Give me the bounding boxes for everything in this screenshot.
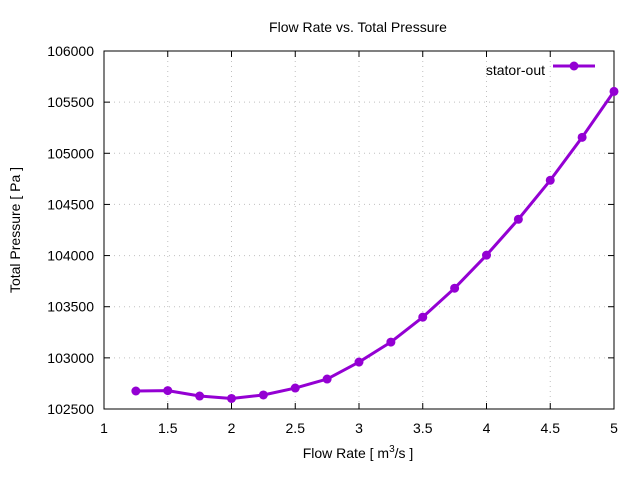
data-point — [450, 283, 460, 293]
x-tick-label: 1 — [100, 420, 108, 436]
y-tick-label: 102500 — [47, 401, 94, 417]
legend-marker — [569, 61, 579, 71]
series — [131, 86, 619, 403]
data-point — [513, 214, 523, 224]
legend-label: stator-out — [486, 62, 545, 78]
x-tick-label: 2 — [228, 420, 236, 436]
x-tick-label: 3 — [355, 420, 363, 436]
grid — [104, 51, 614, 409]
plot-frame — [103, 50, 615, 410]
x-tick-label: 1.5 — [158, 420, 178, 436]
x-axis-label: Flow Rate [ m3/s ] — [303, 444, 414, 461]
data-point — [195, 391, 205, 401]
y-tick-label: 104000 — [47, 248, 94, 264]
tick-labels: 1 1.5 2 2.5 3 3.5 4 4.5 5 102500 103000 103500 10400… — [47, 43, 618, 436]
x-tick-label: 4.5 — [541, 420, 561, 436]
data-point — [227, 393, 236, 403]
y-tick-label: 105500 — [47, 94, 94, 110]
x-tick-label: 5 — [610, 420, 618, 436]
series-line — [135, 90, 616, 400]
y-tick-label: 104500 — [47, 196, 94, 212]
x-tick-label: 2.5 — [286, 420, 306, 436]
data-point — [386, 337, 396, 347]
x-tick-label: 4 — [483, 420, 491, 436]
data-point — [163, 386, 173, 396]
data-point — [545, 175, 555, 185]
data-point — [322, 374, 332, 384]
chart-title: Flow Rate vs. Total Pressure — [269, 19, 447, 35]
axes — [103, 50, 615, 410]
data-point — [354, 357, 364, 367]
data-point — [482, 250, 491, 260]
y-tick-label: 105000 — [47, 145, 94, 161]
data-point — [577, 132, 587, 142]
data-point — [418, 312, 428, 322]
data-point — [131, 386, 141, 396]
y-axis-label: Total Pressure [ Pa ] — [7, 167, 23, 293]
data-point — [290, 383, 300, 393]
y-tick-label: 103000 — [47, 350, 94, 366]
data-point — [258, 390, 268, 400]
x-tick-label: 3.5 — [413, 420, 433, 436]
legend: stator-out — [486, 61, 595, 78]
y-tick-label: 106000 — [47, 43, 94, 59]
data-point — [609, 86, 619, 96]
y-tick-label: 103500 — [47, 299, 94, 315]
